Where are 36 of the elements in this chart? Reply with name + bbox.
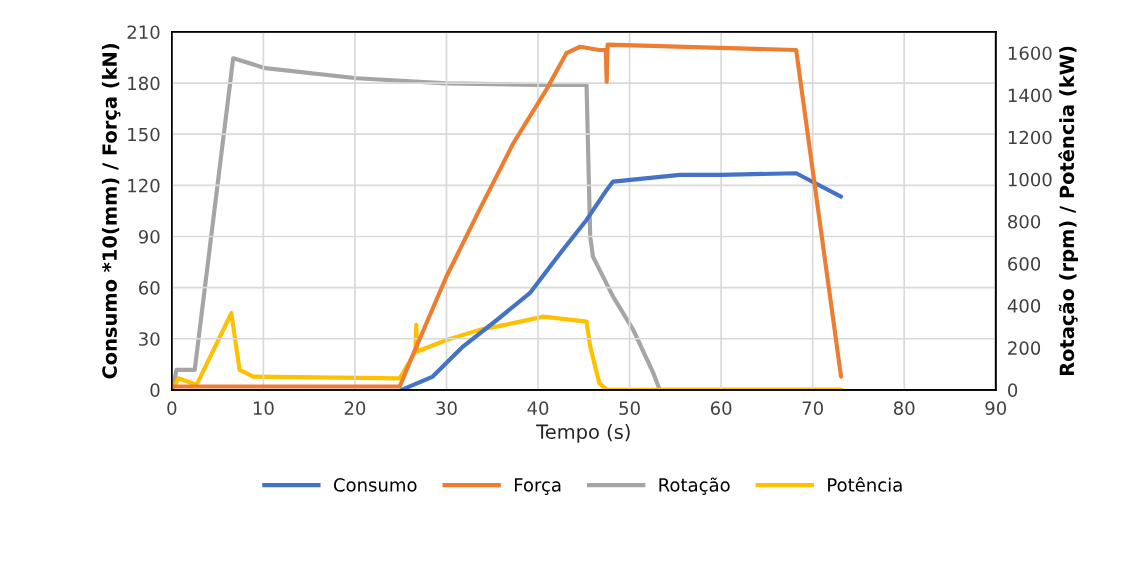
x-tick-label: 60 (710, 401, 732, 415)
y2-tick-label: 1600 (1008, 46, 1052, 61)
y2-tick-label: 0 (1008, 383, 1018, 397)
legend-label: Força (514, 478, 561, 495)
x-tick-label: 70 (802, 401, 823, 415)
x-axis-title: Tempo (s) (536, 424, 630, 443)
y2-tick-label: 800 (1008, 214, 1041, 229)
legend-label: Potência (828, 477, 902, 492)
line-series (399, 171, 844, 390)
y2-axis-title: Rotação (rpm) / Potência (kW) (1058, 46, 1078, 376)
y-tick-label: 180 (128, 76, 160, 91)
x-tick-label: 10 (253, 401, 274, 415)
y-tick-label: 0 (150, 383, 160, 397)
x-tick-label: 40 (527, 401, 549, 415)
y2-tick-label: 1000 (1008, 172, 1052, 187)
y2-tick-label: 400 (1007, 299, 1041, 313)
x-tick-label: 20 (344, 401, 366, 415)
x-tick-label: 50 (619, 401, 640, 415)
y2-tick-label: 1200 (1008, 130, 1052, 145)
y-tick-label: 150 (128, 127, 160, 142)
line-series (171, 311, 845, 390)
legend-label: Rotação (659, 477, 730, 495)
y-tick-label: 60 (139, 281, 160, 295)
y2-tick-label: 600 (1008, 257, 1041, 271)
x-tick-label: 0 (167, 401, 177, 415)
x-tick-label: 80 (893, 401, 915, 415)
y-axis-title: Consumo *10(mm) / Força (kN) (101, 43, 121, 379)
x-tick-label: 30 (436, 401, 457, 415)
y-tick-label: 210 (127, 25, 160, 40)
y-tick-label: 120 (128, 178, 160, 193)
y-tick-label: 30 (139, 332, 160, 346)
y-tick-label: 90 (138, 229, 160, 244)
y2-tick-label: 1400 (1008, 88, 1052, 103)
x-tick-label: 90 (985, 401, 1007, 415)
y2-tick-label: 200 (1008, 341, 1041, 355)
legend-label: Consumo (333, 478, 417, 492)
